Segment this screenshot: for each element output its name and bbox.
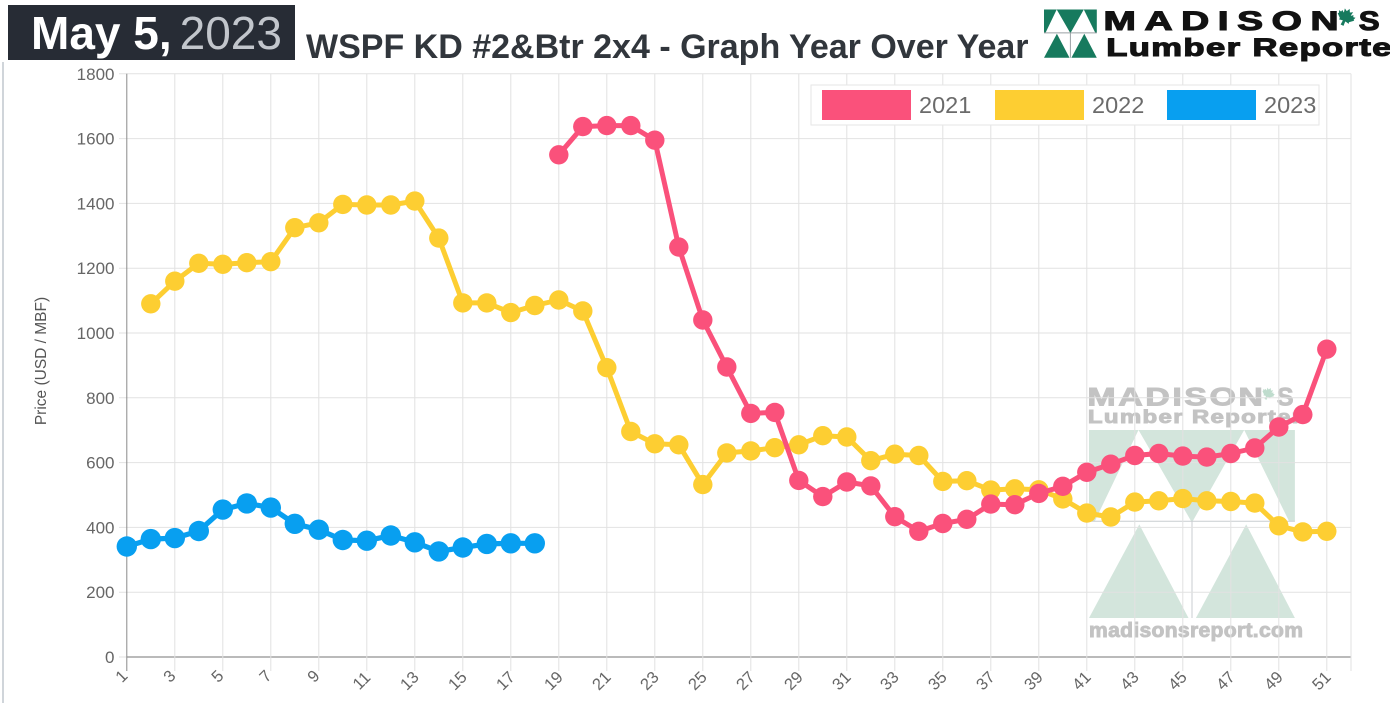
svg-text:2021: 2021: [919, 92, 971, 118]
svg-text:31: 31: [829, 668, 855, 694]
svg-text:S: S: [1359, 6, 1380, 37]
svg-text:800: 800: [86, 389, 114, 408]
svg-text:41: 41: [1069, 668, 1095, 694]
svg-text:35: 35: [925, 668, 951, 694]
svg-text:3: 3: [160, 667, 179, 686]
svg-text:27: 27: [733, 668, 759, 694]
svg-text:11: 11: [349, 669, 374, 694]
svg-text:Price (USD / MBF): Price (USD / MBF): [33, 297, 50, 425]
svg-text:43: 43: [1117, 668, 1143, 694]
svg-text:5: 5: [208, 667, 227, 686]
svg-text:45: 45: [1165, 668, 1191, 694]
svg-text:49: 49: [1261, 668, 1287, 694]
svg-text:23: 23: [637, 668, 663, 694]
svg-text:2022: 2022: [1092, 92, 1144, 118]
svg-text:15: 15: [445, 668, 471, 694]
svg-text:Lumber Reporter: Lumber Reporter: [1106, 35, 1390, 62]
svg-text:1800: 1800: [77, 65, 115, 84]
svg-text:21: 21: [589, 668, 615, 694]
svg-text:0: 0: [105, 648, 114, 667]
svg-text:25: 25: [685, 668, 711, 694]
svg-text:13: 13: [397, 668, 423, 694]
svg-text:madisonsreport.com: madisonsreport.com: [1089, 619, 1303, 642]
svg-text:39: 39: [1021, 668, 1047, 694]
svg-text:37: 37: [973, 668, 999, 694]
svg-text:1: 1: [112, 667, 131, 686]
svg-text:2023: 2023: [1264, 92, 1316, 118]
svg-text:1200: 1200: [77, 259, 115, 278]
svg-text:17: 17: [493, 668, 519, 694]
svg-text:1000: 1000: [77, 324, 115, 343]
svg-text:600: 600: [86, 454, 114, 473]
svg-text:51: 51: [1309, 668, 1335, 694]
svg-text:7: 7: [256, 667, 275, 686]
svg-text:200: 200: [86, 583, 114, 602]
svg-text:19: 19: [541, 668, 567, 694]
svg-text:400: 400: [86, 518, 114, 537]
svg-text:MADISON: MADISON: [1104, 7, 1348, 37]
svg-text:9: 9: [304, 667, 323, 686]
svg-text:Lumber Reporter: Lumber Reporter: [1088, 407, 1303, 427]
svg-text:1400: 1400: [77, 194, 115, 213]
svg-text:1600: 1600: [77, 130, 115, 149]
svg-text:47: 47: [1213, 668, 1239, 694]
svg-text:33: 33: [877, 668, 903, 694]
svg-text:29: 29: [781, 668, 807, 694]
